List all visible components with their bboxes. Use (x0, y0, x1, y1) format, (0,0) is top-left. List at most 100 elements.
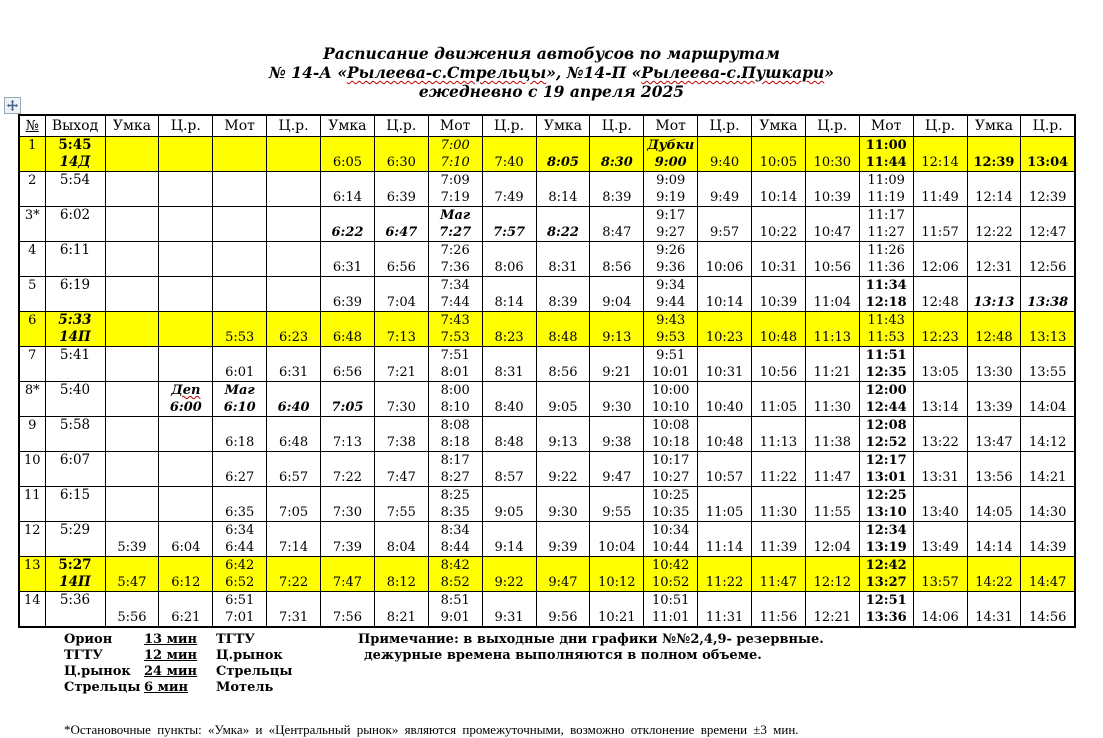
time-cell: 12:23 (912, 311, 968, 347)
time-text (268, 208, 320, 225)
time-cell: 9:09 9:19 (643, 171, 699, 207)
time-text: 12:12 (813, 575, 852, 590)
schedule-row: 2 5:54 6:14 6:39 7:09 7:19 7:49 8:14 8:39 9:… (18, 171, 1076, 207)
time-text: 11:05 (705, 505, 744, 520)
time-text: 14:04 (1028, 400, 1067, 415)
time-text (591, 278, 643, 295)
time-text: 12:47 (1028, 225, 1067, 240)
time-text (1022, 348, 1074, 365)
time-cell: 9:47 (589, 451, 645, 487)
time-text: 14:21 (1028, 470, 1067, 485)
row-number-cell: 13 (18, 556, 46, 592)
time-cell: 8:48 (481, 416, 537, 452)
time-text (914, 558, 966, 575)
departure-cell: 5:40 (44, 381, 106, 417)
time-cell: 9:13 (589, 311, 645, 347)
time-cell: 14:31 (966, 591, 1022, 628)
time-text (483, 558, 535, 575)
time-text: 10:14 (705, 295, 744, 310)
time-cell: 6:48 (320, 311, 375, 347)
time-text: Дубки (647, 138, 695, 153)
time-cell: 6:27 (212, 451, 268, 487)
column-header: Умка (751, 114, 806, 137)
time-text (914, 523, 966, 540)
column-header: Мот (427, 114, 483, 137)
time-text: 11:55 (813, 505, 852, 520)
time-text: 7:40 (494, 155, 524, 170)
column-header: Ц.р. (158, 114, 214, 137)
time-text: 8:34 (440, 523, 470, 538)
time-text (483, 523, 535, 540)
time-text: 7:47 (386, 470, 416, 485)
schedule-row: 1 5:45 14Д 6:05 6:30 7:00 7:10 7:40 8:05 8:3… (18, 136, 1076, 172)
time-text: 12:31 (975, 260, 1013, 275)
time-cell: 6:05 (320, 136, 375, 172)
time-text (268, 278, 320, 295)
time-text: 10:39 (759, 295, 798, 310)
time-text: 11:31 (705, 610, 744, 625)
table-move-handle[interactable] (4, 97, 21, 114)
time-cell: 8:25 8:35 (427, 486, 483, 522)
departure-cell: 6:11 (44, 241, 106, 277)
time-text (591, 453, 643, 470)
time-cell: 8:51 9:01 (427, 591, 483, 628)
time-text (106, 294, 158, 311)
time-cell: 12:48 (966, 311, 1022, 347)
time-text (321, 418, 373, 435)
time-text (699, 558, 751, 575)
time-text: 8:57 (494, 470, 524, 485)
time-cell (266, 206, 321, 242)
time-cell: 6:40 (266, 381, 321, 417)
time-text: 6:23 (278, 330, 309, 345)
route-title: № 14-А «Рылеева-с.Стрельцы», №14-П «Рыле… (0, 63, 1103, 82)
time-text: 6:04 (171, 540, 201, 555)
time-text (106, 488, 158, 505)
time-cell: 11:00 11:44 (858, 136, 914, 172)
time-text (968, 592, 1020, 609)
time-text: 13:36 (865, 610, 907, 625)
time-text: 10:14 (759, 190, 798, 205)
time-text (591, 208, 643, 225)
time-cell: 6:39 (373, 171, 429, 207)
time-text (268, 154, 320, 171)
time-text (375, 138, 427, 155)
time-text: 7:00 (440, 138, 470, 153)
time-text: 13:55 (1028, 365, 1067, 380)
time-cell: 10:31 (697, 346, 752, 382)
time-cell: 10:34 10:44 (643, 521, 699, 557)
time-text: 10:27 (651, 470, 690, 485)
time-text (214, 243, 266, 260)
time-text (752, 592, 804, 609)
time-text (106, 383, 158, 400)
transfer-time-row: Ц.рынок 24 мин Стрельцы (64, 664, 358, 680)
time-cell: 8:56 (589, 241, 645, 277)
column-header: Ц.р. (266, 114, 321, 137)
time-text: 8:18 (440, 435, 470, 450)
time-text (537, 523, 589, 540)
time-text (160, 154, 212, 171)
time-text: 8:14 (494, 295, 524, 310)
time-text: 6:01 (225, 365, 255, 380)
four-way-move-icon (7, 96, 18, 115)
time-cell (212, 276, 268, 312)
time-cell: 8:21 (373, 591, 429, 628)
stop-to: Ц.рынок (216, 648, 283, 663)
time-cell: 11:38 (804, 416, 860, 452)
schedule-table-body: 1 5:45 14Д 6:05 6:30 7:00 7:10 7:40 8:05 8:3… (18, 136, 1076, 628)
time-text (591, 138, 643, 155)
column-header: Ц.р. (373, 114, 429, 137)
time-cell: 8:48 (535, 311, 591, 347)
time-text: 8:31 (494, 365, 524, 380)
time-text (106, 453, 158, 470)
time-text: 13:30 (975, 365, 1013, 380)
time-text (214, 294, 266, 311)
transfer-time-row: Орион 13 мин ТГТУ (64, 632, 358, 648)
time-cell: 7:22 (266, 556, 321, 592)
row-number-cell: 2 (18, 171, 46, 207)
time-text (483, 383, 535, 400)
transfer-time-row: Стрельцы 6 мин Мотель (64, 680, 358, 696)
time-text: 9:05 (548, 400, 578, 415)
time-text: 8:40 (494, 400, 524, 415)
time-text: 6:21 (171, 610, 201, 625)
time-text: 7:01 (225, 610, 255, 625)
